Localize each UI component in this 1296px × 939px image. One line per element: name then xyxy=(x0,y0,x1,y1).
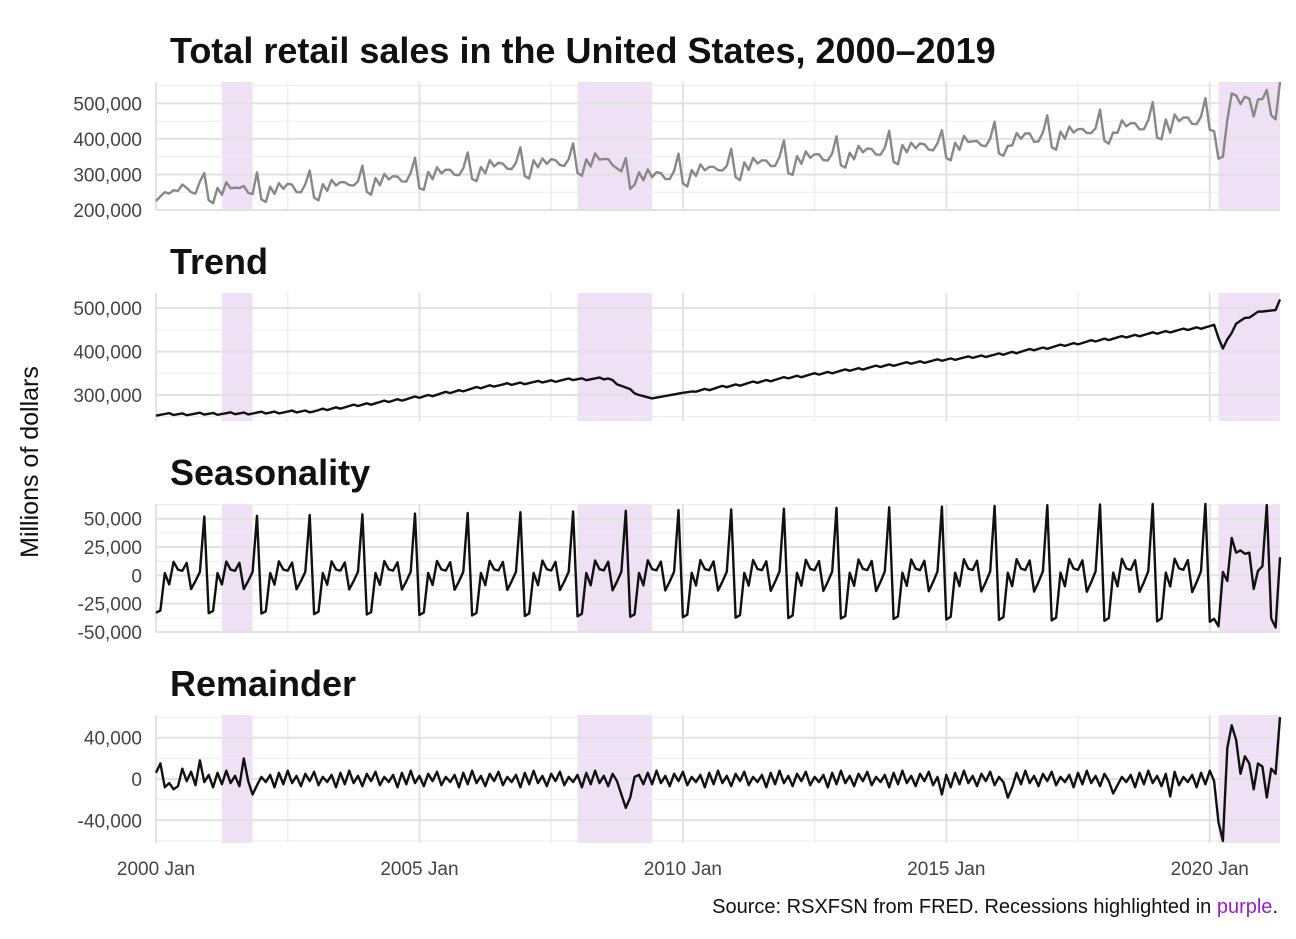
recession-band xyxy=(221,293,253,421)
recession-band xyxy=(577,504,653,632)
series-line-seasonality xyxy=(155,502,1282,629)
panel-title: Remainder xyxy=(170,663,356,704)
panel-seasonality: -50,000 -25,000 0 25,000 50,000 Seasonality xyxy=(78,452,1282,644)
y-tick-label: 50,000 xyxy=(84,510,142,531)
y-tick-label: -25,000 xyxy=(78,595,142,616)
recession-band xyxy=(577,293,653,421)
y-tick-label: 200,000 xyxy=(73,201,142,222)
x-tick-label: 2005 Jan xyxy=(380,859,458,880)
y-tick-label: -50,000 xyxy=(78,623,142,644)
y-tick-label: 0 xyxy=(131,770,142,791)
panel-total: 200,000 300,000 400,000 500,000 Total retail… xyxy=(73,30,1282,222)
y-tick-label: 500,000 xyxy=(73,299,142,320)
y-tick-label: -40,000 xyxy=(78,811,142,832)
y-tick-label: 40,000 xyxy=(84,729,142,750)
y-tick-label: 300,000 xyxy=(73,386,142,407)
x-tick-label: 2015 Jan xyxy=(907,859,985,880)
recession-band xyxy=(577,82,653,210)
source-caption: Source: RSXFSN from FRED. Recessions hig… xyxy=(712,896,1278,919)
panel-title: Trend xyxy=(170,241,268,282)
series-line-remainder xyxy=(154,717,1282,843)
panel-remainder: -40,000 0 40,000 Remainder xyxy=(78,663,1282,843)
x-tick-label: 2000 Jan xyxy=(117,859,195,880)
y-tick-label: 400,000 xyxy=(73,130,142,151)
panel-title: Seasonality xyxy=(170,452,370,493)
y-tick-label: 25,000 xyxy=(84,538,142,559)
panel-trend: 300,000 400,000 500,000 Trend xyxy=(73,241,1282,421)
y-tick-label: 300,000 xyxy=(73,165,142,186)
caption-end: . xyxy=(1272,896,1278,918)
panel-title: Total retail sales in the United States,… xyxy=(170,30,996,71)
series-line-total xyxy=(155,81,1282,205)
caption-text: Source: RSXFSN from FRED. Recessions hig… xyxy=(712,896,1212,918)
caption-highlight-word: purple xyxy=(1216,896,1273,918)
y-tick-label: 0 xyxy=(131,566,142,587)
series-line-trend xyxy=(155,298,1282,417)
y-tick-label: 500,000 xyxy=(73,94,142,115)
y-axis-label: Millions of dollars xyxy=(16,366,44,558)
x-tick-label: 2010 Jan xyxy=(644,859,722,880)
y-tick-label: 400,000 xyxy=(73,343,142,364)
recession-band xyxy=(1218,293,1280,421)
x-tick-label: 2020 Jan xyxy=(1171,859,1249,880)
